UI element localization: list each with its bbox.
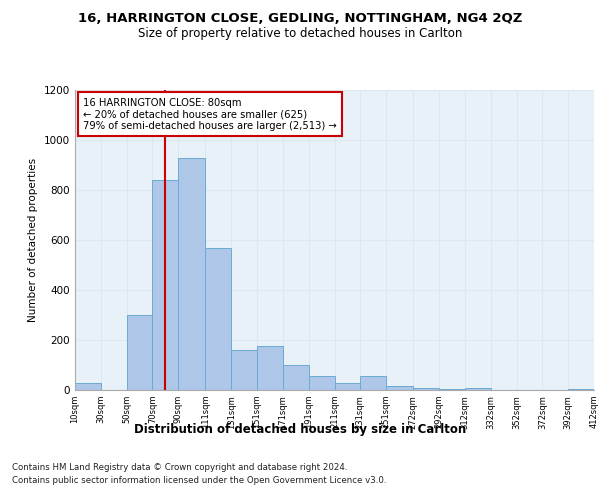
Bar bbox=[257, 346, 283, 390]
Bar bbox=[178, 158, 205, 390]
Bar bbox=[127, 315, 152, 390]
Bar bbox=[205, 248, 231, 390]
Y-axis label: Number of detached properties: Number of detached properties bbox=[28, 158, 38, 322]
Bar bbox=[465, 388, 491, 390]
Bar bbox=[568, 389, 594, 390]
Text: 16, HARRINGTON CLOSE, GEDLING, NOTTINGHAM, NG4 2QZ: 16, HARRINGTON CLOSE, GEDLING, NOTTINGHA… bbox=[78, 12, 522, 26]
Bar bbox=[152, 180, 178, 390]
Bar bbox=[386, 386, 413, 390]
Bar bbox=[231, 350, 257, 390]
Bar bbox=[283, 365, 308, 390]
Text: 16 HARRINGTON CLOSE: 80sqm
← 20% of detached houses are smaller (625)
79% of sem: 16 HARRINGTON CLOSE: 80sqm ← 20% of deta… bbox=[83, 98, 337, 130]
Bar bbox=[308, 376, 335, 390]
Bar bbox=[361, 376, 386, 390]
Bar bbox=[439, 389, 465, 390]
Text: Size of property relative to detached houses in Carlton: Size of property relative to detached ho… bbox=[138, 28, 462, 40]
Text: Contains public sector information licensed under the Open Government Licence v3: Contains public sector information licen… bbox=[12, 476, 386, 485]
Bar bbox=[335, 382, 361, 390]
Bar bbox=[413, 388, 439, 390]
Text: Contains HM Land Registry data © Crown copyright and database right 2024.: Contains HM Land Registry data © Crown c… bbox=[12, 464, 347, 472]
Text: Distribution of detached houses by size in Carlton: Distribution of detached houses by size … bbox=[134, 422, 466, 436]
Bar bbox=[75, 382, 101, 390]
